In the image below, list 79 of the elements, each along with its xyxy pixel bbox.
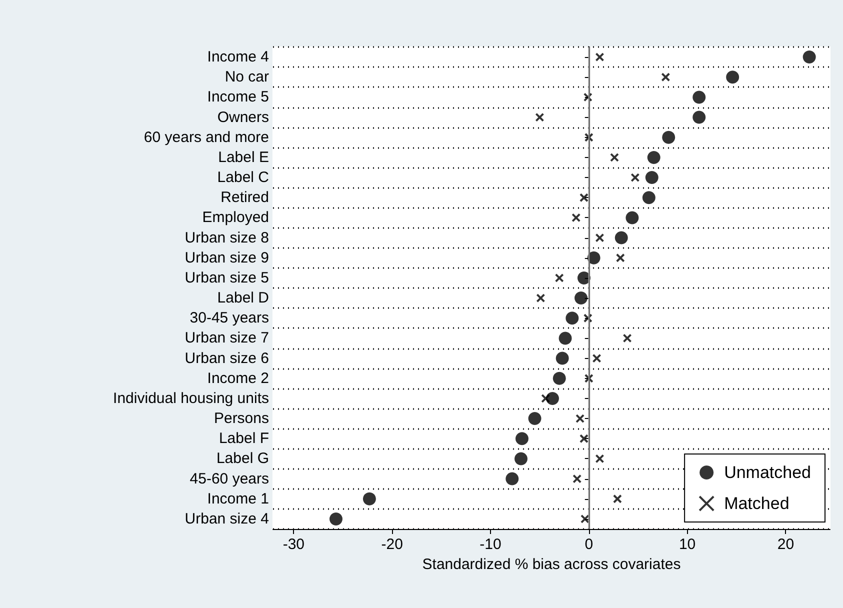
y-tick-label: Urban size 9 <box>184 249 269 266</box>
y-tick-label: Income 5 <box>207 88 269 106</box>
y-tick-label: Owners <box>217 108 269 126</box>
point <box>536 294 546 303</box>
legend-label: Matched <box>724 494 790 513</box>
y-tick-label: 30-45 years <box>190 310 269 327</box>
y-tick-label: Income 1 <box>207 490 269 508</box>
point <box>583 314 592 323</box>
point <box>726 70 740 84</box>
point <box>506 472 519 486</box>
point <box>584 374 594 383</box>
y-tick-label: Income 4 <box>207 48 269 66</box>
y-tick-label: Urban size 5 <box>184 269 269 286</box>
point <box>662 130 676 144</box>
point <box>556 352 569 365</box>
point <box>802 50 816 64</box>
point <box>661 72 670 82</box>
point <box>514 452 528 466</box>
y-tick-label: Urban size 7 <box>184 330 269 347</box>
x-tick-label: -30 <box>282 536 305 553</box>
y-tick-label: No car <box>224 68 269 86</box>
y-tick-label: Label F <box>218 430 269 448</box>
point <box>576 414 585 424</box>
point <box>642 191 656 204</box>
point <box>645 171 658 184</box>
point <box>558 332 572 345</box>
y-tick-label: Income 2 <box>207 370 269 387</box>
point <box>692 110 706 124</box>
x-axis-title: Standardized % bias across covariates <box>422 556 681 573</box>
y-tick-label: Label E <box>218 148 269 166</box>
y-tick-label: Label C <box>217 169 270 186</box>
point <box>574 292 588 305</box>
point <box>595 454 604 464</box>
x-tick-label: 20 <box>777 536 794 553</box>
y-tick-label: Employed <box>202 209 269 226</box>
y-tick-label: Label G <box>216 450 269 468</box>
point <box>579 434 588 444</box>
point <box>595 52 604 62</box>
y-tick-label: Urban size 6 <box>184 350 269 367</box>
x-tick-label: -20 <box>381 536 403 553</box>
y-tick-label: 60 years and more <box>144 128 269 146</box>
point <box>584 132 594 142</box>
point <box>535 112 544 122</box>
point <box>362 492 376 506</box>
y-tick-label: Individual housing units <box>113 390 269 407</box>
point <box>630 173 640 182</box>
point <box>626 211 639 224</box>
point <box>616 253 625 262</box>
legend-label: Unmatched <box>724 463 812 482</box>
point <box>515 432 528 446</box>
point <box>580 514 590 524</box>
point <box>592 354 602 363</box>
y-tick-label: Urban size 8 <box>184 229 269 246</box>
point <box>583 92 592 102</box>
y-tick-label: Urban size 4 <box>184 510 269 528</box>
point <box>566 312 579 325</box>
point <box>577 271 590 284</box>
y-tick-label: Label D <box>217 290 270 307</box>
point <box>541 394 550 403</box>
x-tick-label: 0 <box>584 536 594 553</box>
point <box>579 193 588 202</box>
point <box>610 152 619 162</box>
x-tick-label: 10 <box>678 536 696 553</box>
point <box>622 334 632 343</box>
y-tick-label: 45-60 years <box>190 470 269 488</box>
point <box>572 474 582 484</box>
point <box>612 494 622 504</box>
y-tick-label: Retired <box>220 189 269 206</box>
point <box>647 150 660 164</box>
point <box>614 231 628 244</box>
point <box>528 412 542 426</box>
point <box>572 213 581 222</box>
y-tick-label: Persons <box>214 410 269 428</box>
point <box>552 372 566 385</box>
point <box>329 512 342 526</box>
point <box>692 90 706 104</box>
point <box>595 233 604 242</box>
point <box>554 273 564 282</box>
x-tick-label: -10 <box>480 536 502 553</box>
